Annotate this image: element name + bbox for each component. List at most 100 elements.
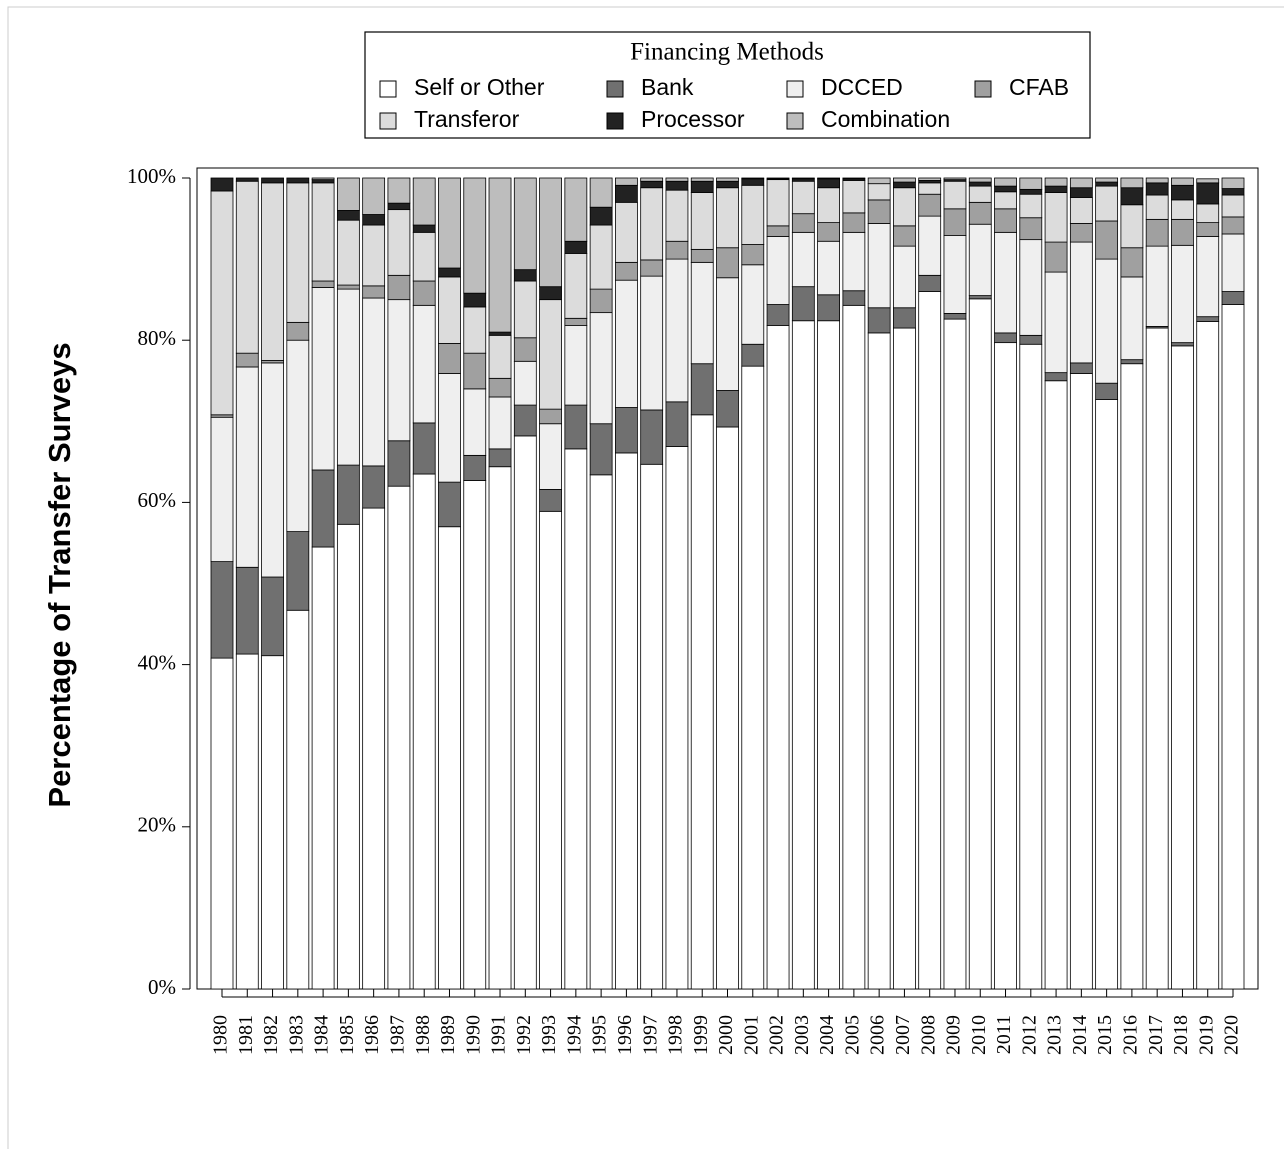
bar-segment bbox=[817, 178, 840, 189]
bar-segment bbox=[615, 201, 638, 263]
bar-segment bbox=[438, 177, 461, 269]
bar-segment bbox=[1196, 203, 1220, 224]
bar-segment bbox=[1221, 188, 1245, 196]
bar-segment bbox=[766, 304, 790, 327]
bar-segment bbox=[589, 224, 613, 290]
legend-label: CFAB bbox=[1009, 74, 1069, 100]
bar-segment bbox=[741, 343, 765, 367]
x-tick-label: 2019 bbox=[1195, 1015, 1217, 1055]
x-tick-label: 2009 bbox=[943, 1015, 965, 1055]
bar-segment bbox=[842, 177, 866, 180]
bar-segment bbox=[1196, 316, 1220, 322]
bar-segment bbox=[1069, 373, 1093, 990]
bar-segment bbox=[766, 235, 790, 305]
bar-segment bbox=[564, 317, 588, 327]
bar-segment bbox=[438, 276, 461, 344]
x-tick-label: 1984 bbox=[311, 1015, 333, 1055]
legend-swatch bbox=[974, 80, 992, 98]
x-tick-label: 1992 bbox=[513, 1015, 535, 1055]
bar-segment bbox=[286, 182, 310, 323]
bar-segment bbox=[488, 377, 512, 398]
bar-segment bbox=[1171, 345, 1194, 990]
bar-segment bbox=[893, 177, 916, 183]
bar-segment bbox=[1019, 334, 1043, 345]
bar-segment bbox=[842, 231, 866, 292]
bar-segment bbox=[412, 177, 436, 226]
bar-segment bbox=[488, 331, 512, 336]
bar-segment bbox=[615, 407, 638, 454]
bar-segment bbox=[640, 177, 664, 182]
bar-segment bbox=[1120, 187, 1144, 206]
bar-segment bbox=[539, 423, 562, 490]
bar-segment bbox=[665, 258, 689, 403]
bar-segment bbox=[1120, 204, 1144, 249]
bar-segment bbox=[1069, 362, 1093, 374]
bar-segment bbox=[817, 222, 840, 242]
bar-segment bbox=[1095, 220, 1119, 260]
bar-segment bbox=[261, 655, 284, 990]
bar-segment bbox=[463, 177, 487, 294]
x-tick-label: 2011 bbox=[993, 1015, 1015, 1054]
bar-segment bbox=[1120, 363, 1144, 990]
bar-segment bbox=[387, 202, 411, 211]
bar-segment bbox=[994, 208, 1017, 233]
x-tick-label: 2006 bbox=[867, 1015, 889, 1055]
bar-segment bbox=[918, 182, 942, 195]
bar-segment bbox=[690, 177, 714, 182]
x-tick-label: 2016 bbox=[1119, 1015, 1141, 1055]
bar-segment bbox=[615, 452, 638, 990]
x-tick-label: 2008 bbox=[917, 1015, 939, 1055]
bar-segment bbox=[1069, 177, 1093, 189]
bar-segment bbox=[893, 181, 916, 189]
bar-segment bbox=[1171, 218, 1194, 246]
bar-segment bbox=[539, 286, 562, 301]
bar-segment bbox=[716, 247, 739, 279]
bar-segment bbox=[336, 210, 360, 221]
bar-segment bbox=[716, 177, 739, 182]
bar-segment bbox=[387, 440, 411, 487]
bar-segment bbox=[387, 177, 411, 204]
bar-segment bbox=[1069, 187, 1093, 198]
bar-segment bbox=[893, 327, 916, 990]
bar-segment bbox=[286, 177, 310, 184]
x-tick-label: 1995 bbox=[589, 1015, 611, 1055]
bar-segment bbox=[817, 320, 840, 990]
bar-segment bbox=[716, 180, 739, 189]
bar-segment bbox=[463, 480, 487, 990]
bar-segment bbox=[235, 177, 259, 182]
bar-segment bbox=[261, 177, 284, 184]
bar-segment bbox=[994, 342, 1017, 990]
y-tick-label: 60% bbox=[138, 488, 177, 512]
x-tick-label: 1985 bbox=[336, 1015, 358, 1055]
bar-segment bbox=[1019, 177, 1043, 190]
x-tick-label: 1991 bbox=[488, 1015, 510, 1055]
bar-segment bbox=[235, 366, 259, 568]
legend-swatch bbox=[379, 80, 397, 98]
legend-label: DCCED bbox=[821, 74, 903, 100]
y-tick-label: 100% bbox=[127, 164, 176, 188]
bar-segment bbox=[387, 485, 411, 990]
bar-segment bbox=[867, 223, 891, 309]
bar-segment bbox=[1221, 194, 1245, 218]
bar-segment bbox=[235, 352, 259, 368]
bar-segment bbox=[968, 223, 992, 296]
legend-box bbox=[364, 31, 1091, 139]
bar-segment bbox=[1069, 197, 1093, 224]
bar-segment bbox=[716, 187, 739, 249]
bar-segment bbox=[665, 240, 689, 260]
x-tick-label: 1993 bbox=[538, 1015, 560, 1055]
bar-segment bbox=[1120, 359, 1144, 365]
y-tick-label: 0% bbox=[148, 975, 176, 999]
legend-swatch bbox=[606, 112, 624, 130]
x-tick-label: 2018 bbox=[1170, 1015, 1192, 1055]
bar-segment bbox=[1171, 177, 1194, 186]
bar-segment bbox=[311, 280, 335, 288]
bar-segment bbox=[412, 224, 436, 233]
x-tick-label: 1988 bbox=[412, 1015, 434, 1055]
bar-segment bbox=[1019, 343, 1043, 990]
x-tick-label: 1996 bbox=[614, 1015, 636, 1055]
bar-segment bbox=[640, 463, 664, 990]
x-tick-label: 1983 bbox=[285, 1015, 307, 1055]
bar-segment bbox=[463, 454, 487, 481]
